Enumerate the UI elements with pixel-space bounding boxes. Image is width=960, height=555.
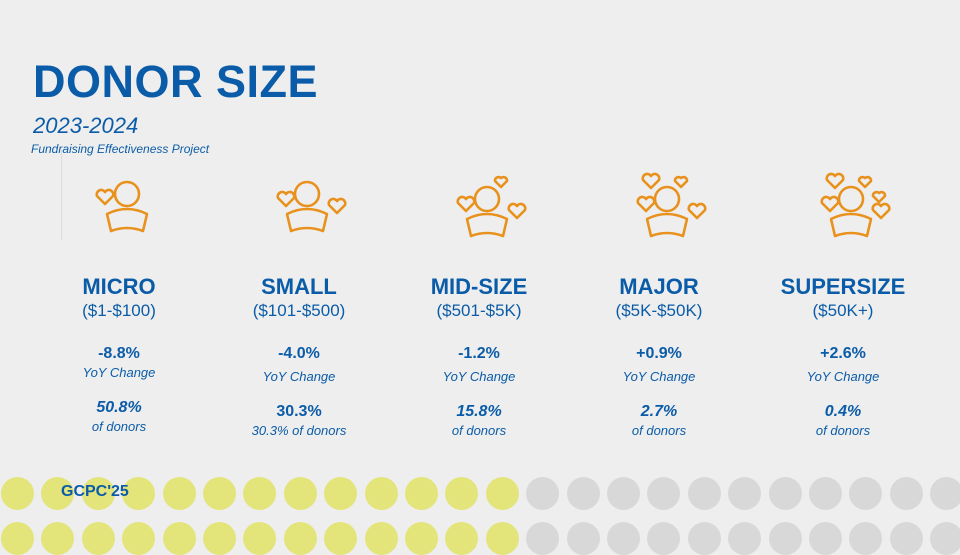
divider: [61, 150, 62, 240]
yoy-value: +0.9%: [636, 345, 682, 362]
pattern-dot: [768, 522, 802, 555]
pattern-dot: [243, 522, 277, 555]
yoy-label: YoY Change: [82, 365, 156, 380]
pattern-dot: [566, 522, 600, 555]
pattern-dot: [687, 477, 721, 510]
pattern-dot: [41, 522, 75, 555]
share-value: 0.4%: [824, 403, 862, 420]
share-value: 15.8%: [456, 403, 502, 420]
pattern-dot: [728, 477, 762, 510]
pattern-dot: [203, 477, 236, 510]
yoy-value: -8.8%: [98, 345, 140, 362]
category-major: MAJOR ($5K-$50K) +0.9% YoY Change 2.7% o…: [569, 160, 749, 440]
pattern-dot: [607, 477, 640, 510]
year-range: 2023-2024: [33, 113, 139, 138]
share-label: of donors: [631, 423, 687, 438]
yoy-value: -1.2%: [458, 345, 500, 362]
share-value: 30.3%: [276, 403, 322, 420]
pattern-dot: [485, 522, 519, 555]
share-label: of donors: [451, 423, 507, 438]
yoy-label: YoY Change: [262, 369, 336, 384]
category-range: ($1-$100): [82, 301, 156, 320]
person-one-heart-icon: [29, 160, 209, 255]
category-range: ($50K+): [812, 301, 874, 320]
pattern-dot: [1, 477, 34, 510]
pattern-dot: [162, 477, 196, 510]
yoy-value: +2.6%: [820, 345, 866, 362]
share-label: 30.3% of donors: [251, 423, 347, 438]
pattern-dot: [122, 522, 156, 555]
pattern-dot: [364, 477, 398, 510]
person-three-hearts-icon: [389, 160, 569, 255]
person-four-hearts-icon: [569, 160, 749, 255]
category-name: MAJOR: [619, 274, 699, 299]
yoy-label: YoY Change: [442, 369, 516, 384]
pattern-dot: [889, 522, 923, 555]
pattern-dot: [809, 522, 842, 555]
pattern-dot: [849, 477, 883, 510]
pattern-dot: [566, 477, 600, 510]
page-title: DONOR SIZE: [33, 56, 319, 107]
person-five-hearts-icon: [753, 160, 933, 255]
category-name: SUPERSIZE: [780, 274, 906, 299]
pattern-dot: [647, 522, 681, 555]
pattern-dot: [445, 477, 479, 510]
pattern-dot: [728, 522, 762, 555]
pattern-dot: [809, 477, 842, 510]
category-mid-size: MID-SIZE ($501-$5K) -1.2% YoY Change 15.…: [389, 160, 569, 440]
pattern-dot: [1, 522, 34, 555]
pattern-dot: [768, 477, 802, 510]
yoy-label: YoY Change: [806, 369, 880, 384]
pattern-dot: [81, 522, 115, 555]
category-range: ($5K-$50K): [615, 301, 703, 320]
yoy-value: -4.0%: [278, 345, 320, 362]
pattern-dot: [405, 477, 438, 510]
category-range: ($501-$5K): [436, 301, 522, 320]
pattern-dot: [243, 477, 277, 510]
pattern-dot: [364, 522, 398, 555]
project-name: Fundraising Effectiveness Project: [31, 142, 210, 156]
pattern-dot: [687, 522, 721, 555]
share-value: 50.8%: [96, 399, 142, 416]
pattern-dot: [889, 477, 923, 510]
pattern-dot: [283, 477, 317, 510]
person-two-hearts-icon: [209, 160, 389, 255]
pattern-dot: [485, 477, 519, 510]
pattern-dot: [162, 522, 196, 555]
yoy-label: YoY Change: [622, 369, 696, 384]
category-supersize: SUPERSIZE ($50K+) +2.6% YoY Change 0.4% …: [753, 160, 933, 440]
pattern-dot: [526, 477, 560, 510]
category-small: SMALL ($101-$500) -4.0% YoY Change 30.3%…: [209, 160, 389, 440]
pattern-dot: [203, 522, 236, 555]
pattern-dot: [324, 522, 358, 555]
share-label: of donors: [815, 423, 871, 438]
category-name: MICRO: [82, 274, 156, 299]
pattern-dot: [930, 477, 960, 510]
pattern-dot: [647, 477, 681, 510]
category-range: ($101-$500): [252, 301, 346, 320]
pattern-dot: [405, 522, 438, 555]
pattern-dot: [324, 477, 358, 510]
share-value: 2.7%: [640, 403, 678, 420]
category-micro: MICRO ($1-$100) -8.8% YoY Change 50.8% o…: [29, 160, 209, 436]
pattern-dot: [445, 522, 479, 555]
pattern-dot: [849, 522, 883, 555]
category-name: MID-SIZE: [430, 274, 528, 299]
brand-label: GCPC'25: [61, 483, 129, 500]
pattern-dot: [283, 522, 317, 555]
pattern-dot: [607, 522, 640, 555]
pattern-dot: [526, 522, 560, 555]
share-label: of donors: [91, 419, 147, 434]
category-name: SMALL: [261, 274, 337, 299]
pattern-dot: [930, 522, 960, 555]
